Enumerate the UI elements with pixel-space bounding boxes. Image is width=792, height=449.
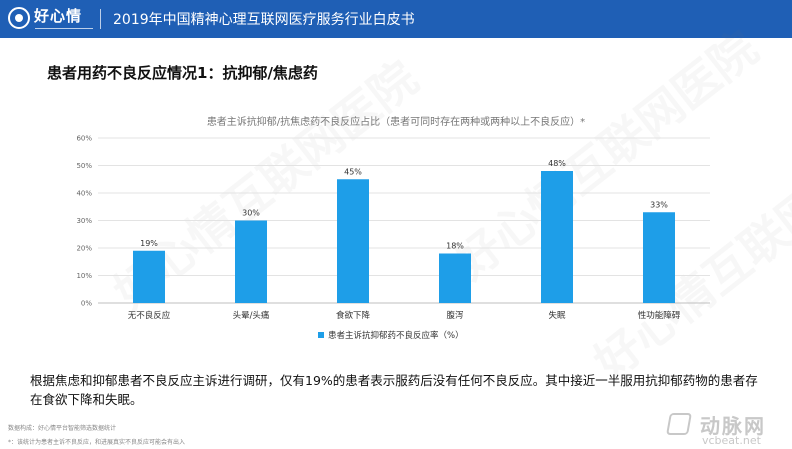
bar: [337, 179, 369, 303]
data-source-note: 数据构成：好心情平台智能筛选数据统计: [8, 425, 117, 432]
logo: 好心情: [8, 5, 98, 33]
brand-icon: [666, 413, 692, 435]
legend-swatch: [318, 332, 324, 338]
y-tick-label: 30%: [76, 217, 92, 225]
y-tick-label: 40%: [76, 190, 92, 198]
brand-logo: 动脉网 vcbeat.net: [666, 407, 786, 447]
category-label: 食欲下降: [336, 310, 371, 321]
category-label: 头晕/头痛: [233, 310, 270, 321]
data-label: 45%: [344, 167, 362, 176]
bar: [541, 171, 573, 303]
y-tick-label: 0%: [81, 300, 92, 308]
header-divider: [100, 9, 101, 29]
logo-icon: [8, 7, 30, 29]
legend-label: 患者主诉抗抑郁药不良反应率（%）: [328, 330, 464, 341]
bar: [235, 220, 267, 303]
bar: [133, 250, 165, 303]
y-tick-label: 50%: [76, 162, 92, 170]
chart-title: 患者主诉抗抑郁/抗焦虑药不良反应占比（患者可同时存在两种或两种以上不良反应）*: [206, 117, 586, 128]
data-label: 19%: [140, 239, 158, 248]
y-tick-label: 10%: [76, 272, 92, 280]
data-label: 33%: [650, 200, 668, 209]
data-label: 48%: [548, 159, 566, 168]
section-title: 患者用药不良反应情况1：抗抑郁/焦虑药: [47, 64, 318, 82]
summary-text: 根据焦虑和抑郁患者不良反应主诉进行调研，仅有19%的患者表示服药后没有任何不良反…: [30, 373, 758, 407]
brand-url: vcbeat.net: [702, 434, 761, 447]
y-tick-label: 20%: [76, 245, 92, 253]
category-label: 性功能障碍: [638, 310, 681, 321]
data-label: 18%: [446, 242, 464, 251]
category-label: 无不良反应: [128, 310, 171, 321]
bar: [439, 253, 471, 303]
y-tick-label: 60%: [76, 135, 92, 143]
disclaimer-note: *：该统计为患者主诉不良反应，和进展真实不良反应可能会有出入: [8, 439, 186, 446]
data-label: 30%: [242, 209, 260, 218]
report-title: 2019年中国精神心理互联网医疗服务行业白皮书: [113, 12, 415, 28]
header-bar: 好心情 2019年中国精神心理互联网医疗服务行业白皮书: [0, 0, 792, 38]
category-label: 腹泻: [446, 310, 463, 321]
bar: [643, 212, 675, 303]
logo-underline: [35, 23, 93, 29]
brand-name: 动脉网: [700, 414, 766, 438]
logo-text: 好心情: [34, 7, 83, 25]
category-label: 失眠: [548, 310, 566, 321]
